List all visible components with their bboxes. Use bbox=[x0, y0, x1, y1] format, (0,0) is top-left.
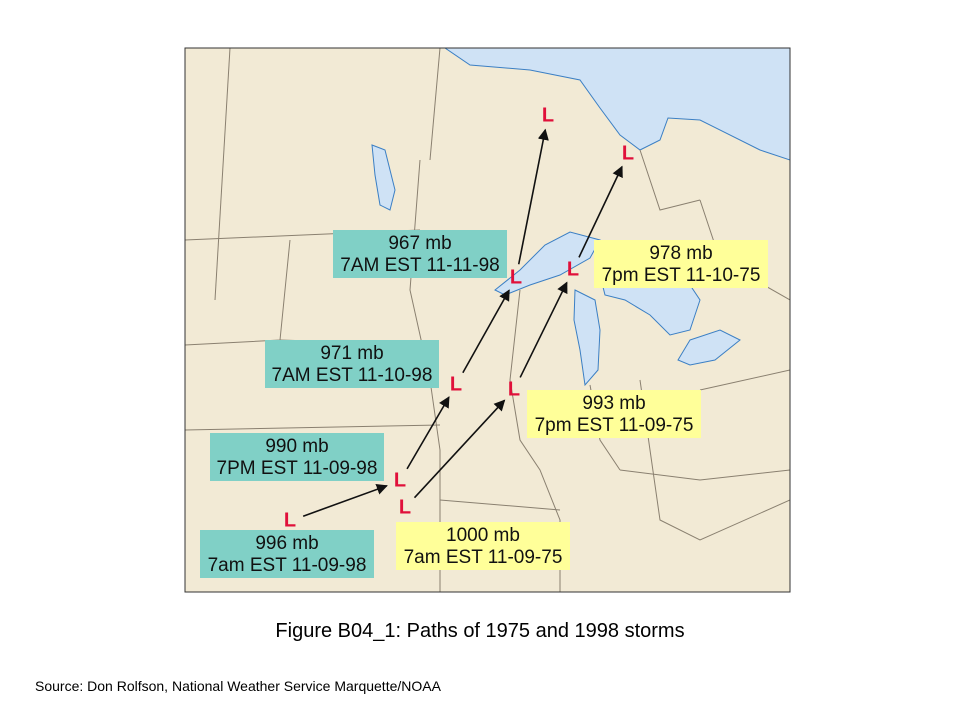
label-box bbox=[527, 390, 701, 438]
time-label: 7am EST 11-09-75 bbox=[404, 547, 563, 568]
pressure-label: 996 mb bbox=[255, 533, 318, 554]
time-label: 7PM EST 11-09-98 bbox=[217, 458, 378, 479]
map-frame bbox=[184, 47, 791, 593]
pressure-label: 1000 mb bbox=[446, 525, 520, 546]
label-box bbox=[594, 240, 768, 288]
low-marker: L bbox=[450, 373, 462, 395]
low-marker: L bbox=[508, 378, 520, 400]
low-marker: L bbox=[399, 496, 411, 518]
track-arrow bbox=[578, 165, 623, 258]
track-arrow bbox=[406, 396, 450, 470]
time-label: 7AM EST 11-10-98 bbox=[272, 365, 433, 386]
pressure-label: 978 mb bbox=[649, 243, 712, 264]
time-label: 7AM EST 11-11-98 bbox=[340, 255, 499, 276]
label-box bbox=[210, 433, 384, 481]
low-marker: L bbox=[622, 142, 634, 164]
label-box bbox=[396, 522, 570, 570]
track-arrow bbox=[519, 281, 568, 378]
source: Source: Don Rolfson, National Weather Se… bbox=[35, 678, 442, 694]
low-marker: L bbox=[542, 104, 554, 126]
time-label: 7pm EST 11-09-75 bbox=[535, 415, 694, 436]
pressure-label: 967 mb bbox=[388, 233, 451, 254]
track-arrow bbox=[302, 483, 388, 517]
pressure-label: 990 mb bbox=[265, 436, 328, 457]
low-marker: L bbox=[510, 266, 522, 288]
track-arrow bbox=[413, 399, 506, 499]
low-marker: L bbox=[284, 509, 296, 531]
caption: Figure B04_1: Paths of 1975 and 1998 sto… bbox=[275, 620, 684, 642]
track-arrow bbox=[462, 289, 510, 374]
time-label: 7pm EST 11-10-75 bbox=[602, 265, 761, 286]
track-arrow bbox=[517, 128, 549, 265]
label-box bbox=[333, 230, 507, 278]
label-box bbox=[265, 340, 439, 388]
time-label: 7am EST 11-09-98 bbox=[208, 555, 367, 576]
pressure-label: 993 mb bbox=[582, 393, 645, 414]
map bbox=[185, 48, 790, 592]
low-marker: L bbox=[394, 469, 406, 491]
low-marker: L bbox=[567, 258, 579, 280]
label-box bbox=[200, 530, 374, 578]
pressure-label: 971 mb bbox=[320, 343, 383, 364]
